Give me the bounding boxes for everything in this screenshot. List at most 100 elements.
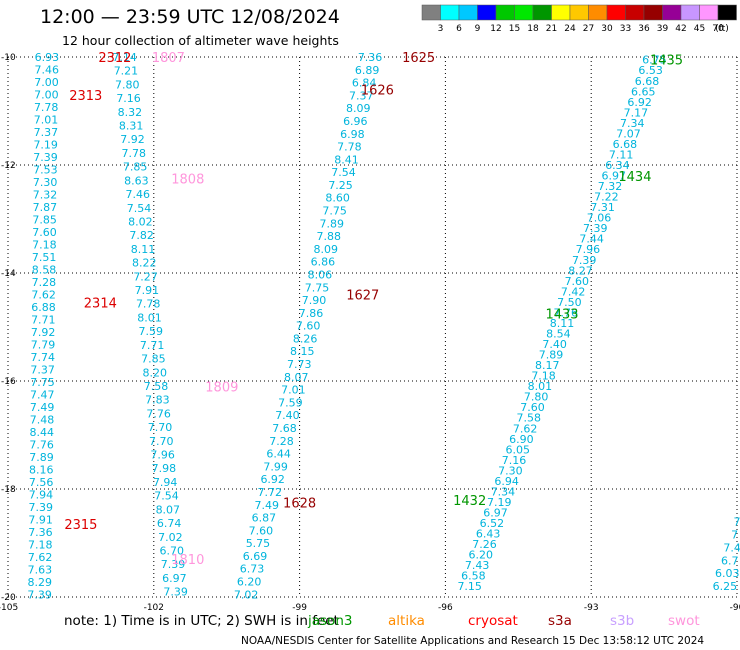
wave-height-value: 7.80 <box>115 78 140 91</box>
wave-height-value: 8.11 <box>131 243 156 256</box>
footnote: note: 1) Time is in UTC; 2) SWH is in fe… <box>64 613 339 629</box>
wave-height-value: 7.85 <box>123 161 148 174</box>
wave-height-value: 7.54 <box>331 166 356 179</box>
wave-height-value: 8.07 <box>284 371 309 384</box>
wave-height-value: 7.37 <box>349 89 374 102</box>
wave-height-value: 7.60 <box>249 524 274 537</box>
wave-height-value: 7.15 <box>457 580 482 593</box>
wave-height-value: 7.87 <box>33 201 58 214</box>
wave-height-value: 7.73 <box>287 358 312 371</box>
wave-height-value: 6.86 <box>311 256 336 269</box>
wave-height-value: 7.47 <box>30 388 55 401</box>
pass-time-label: 2314 <box>84 297 117 312</box>
wave-height-value: 7.4 <box>723 541 740 554</box>
wave-height-value: 7.37 <box>34 126 59 139</box>
wave-height-value: 7.39 <box>163 586 188 599</box>
satellite-pass-t5: 777.46.76.036.25 <box>713 515 740 593</box>
wave-height-value: 7.16 <box>502 454 527 467</box>
wave-height-value: 7.25 <box>328 179 353 192</box>
scale-label: 27 <box>583 24 594 34</box>
scale-label: 30 <box>601 24 613 34</box>
wave-height-value: 7.89 <box>29 451 54 464</box>
wave-height-value: 7.70 <box>149 435 174 448</box>
scale-label: 9 <box>475 24 481 34</box>
pass-time-label: 1434 <box>618 170 651 185</box>
wave-height-value: 7.19 <box>33 138 58 151</box>
scale-label: 33 <box>620 24 631 34</box>
wave-height-value: 7.76 <box>553 306 578 319</box>
wave-height-value: 7.40 <box>542 338 567 351</box>
satellite-legend-s3b: s3b <box>610 613 635 629</box>
map-grid <box>7 56 738 598</box>
wave-height-value: 7.76 <box>29 438 54 451</box>
y-tick-label: -18 <box>1 485 16 495</box>
x-tick-label: -93 <box>584 603 599 613</box>
wave-height-value: 6.43 <box>476 528 501 541</box>
satellite-pass-t1: 6.937.467.007.007.787.017.377.197.397.53… <box>27 51 59 601</box>
scale-label: 39 <box>657 24 669 34</box>
wave-height-value: 7.32 <box>33 188 58 201</box>
wave-height-value: 8.02 <box>128 215 153 228</box>
wave-height-value: 7.96 <box>576 243 601 256</box>
wave-height-value: 8.22 <box>132 257 157 270</box>
wave-height-value: 7.58 <box>517 412 542 425</box>
pass-time-label: 2315 <box>64 518 97 533</box>
wave-height-value: 8.41 <box>334 153 359 166</box>
pass-time-label: 1432 <box>453 494 486 509</box>
pass-time-label: 1628 <box>283 497 316 512</box>
wave-height-value: 7.53 <box>33 163 58 176</box>
pass-time-label: 1808 <box>171 173 204 188</box>
wave-height-value: 7.54 <box>127 202 152 215</box>
wave-height-value: 6.93 <box>35 51 60 64</box>
scale-label: 45 <box>694 24 705 34</box>
wave-height-value: 8.29 <box>28 576 53 589</box>
wave-height-value: 7 <box>731 528 738 541</box>
scale-label: 18 <box>527 24 539 34</box>
wave-height-value: 8.27 <box>568 264 593 277</box>
wave-height-value: 7.18 <box>531 370 556 383</box>
wave-height-value: 8.16 <box>29 463 54 476</box>
wave-height-value: 7.86 <box>299 307 324 320</box>
wave-height-value: 7.99 <box>263 460 288 473</box>
wave-height-value: 7.62 <box>31 288 56 301</box>
wave-height-value: 7.60 <box>520 401 545 414</box>
wave-height-value: 7.89 <box>539 349 564 362</box>
scale-label: 6 <box>456 24 462 34</box>
wave-height-value: 7.54 <box>154 490 179 503</box>
wave-height-value: 6.53 <box>638 64 663 77</box>
wave-height-value: 8.17 <box>535 359 560 372</box>
wave-height-value: 7.75 <box>305 281 330 294</box>
wave-height-value: 7.34 <box>620 117 645 130</box>
wave-height-value: 7.72 <box>257 486 282 499</box>
wave-height-value: 6.90 <box>509 433 534 446</box>
wave-height-value: 6.89 <box>355 64 380 77</box>
wave-height-value: 8.60 <box>325 192 350 205</box>
wave-height-value: 7.16 <box>116 92 141 105</box>
pass-time-label: 1807 <box>152 51 185 66</box>
satellite-legend-altika: altika <box>388 613 425 629</box>
pass-time-label: 2313 <box>69 89 102 104</box>
wave-height-value: 6.25 <box>713 580 738 593</box>
wave-height-value: 7.85 <box>141 353 166 366</box>
satellite-legend-s3a: s3a <box>548 613 572 629</box>
wave-height-value: 7.00 <box>34 76 59 89</box>
wave-height-value: 6.20 <box>237 576 262 589</box>
wave-height-value: 7.50 <box>557 296 582 309</box>
x-tick-label: -105 <box>0 603 18 613</box>
wave-height-value: 8.15 <box>290 345 315 358</box>
pass-time-label: 1625 <box>402 51 435 66</box>
wave-height-value: 8.06 <box>308 268 333 281</box>
wave-height-value: 7.39 <box>27 588 52 601</box>
wave-height-value: 7.42 <box>561 285 586 298</box>
wave-height-value: 7.34 <box>491 485 516 498</box>
wave-height-value: 7.91 <box>28 513 53 526</box>
wave-height-value: 7.59 <box>139 325 164 338</box>
color-scale-legend: 3 6 9 12 15 18 21 24 27 30 33 36 39 42 45 70(ft) <box>421 4 737 34</box>
wave-height-value: 8.01 <box>528 380 553 393</box>
wave-height-value: 8.54 <box>546 327 571 340</box>
wave-height-value: 7.40 <box>275 409 300 422</box>
wave-height-value: 7.17 <box>624 106 649 119</box>
scale-unit: (ft) <box>715 24 729 34</box>
y-tick-label: -16 <box>1 377 16 387</box>
